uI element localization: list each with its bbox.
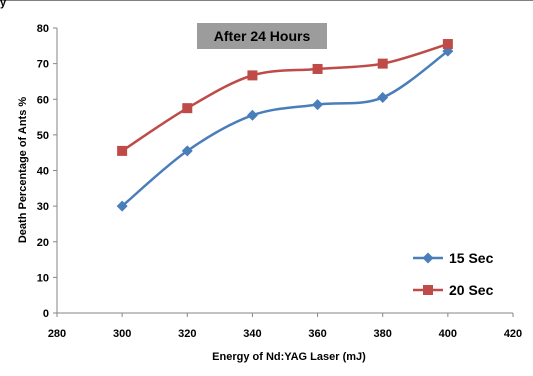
- y-tick-label: 80: [37, 23, 49, 35]
- x-tick-label: 320: [178, 328, 196, 340]
- chart-title: After 24 Hours: [214, 28, 311, 44]
- y-tick-label: 0: [43, 308, 49, 320]
- x-tick-label: 340: [243, 328, 261, 340]
- series-line-20-sec: [121, 42, 449, 152]
- y-axis-title: Death Percentage of Ants %: [17, 97, 29, 244]
- x-tick-label: 400: [439, 328, 457, 340]
- series-20-sec: [117, 39, 453, 156]
- y-tick-label: 30: [37, 201, 49, 213]
- data-point-20-sec: [442, 39, 453, 50]
- axes: 0 10 20 30 40 50 60 70 80 280 300 320 340 360 380 400 4…: [37, 23, 522, 340]
- y-tick-label: 20: [37, 237, 49, 249]
- x-tick-label: 300: [113, 328, 131, 340]
- legend-marker-20-sec: [423, 285, 433, 295]
- data-point-15-sec: [246, 109, 258, 121]
- data-point-20-sec: [117, 145, 128, 156]
- data-point-15-sec: [312, 99, 324, 111]
- x-ticks: 280 300 320 340 360 380 400 420: [48, 313, 522, 340]
- legend-marker-15-sec: [422, 252, 434, 264]
- legend-item-15-sec: 15 Sec: [413, 250, 494, 266]
- data-point-15-sec: [116, 200, 128, 212]
- chart-title-box: After 24 Hours: [197, 23, 327, 49]
- legend: 15 Sec 20 Sec: [413, 250, 494, 298]
- y-tick-label: 40: [37, 166, 49, 178]
- data-point-15-sec: [181, 145, 193, 157]
- x-tick-label: 380: [374, 328, 392, 340]
- data-point-20-sec: [377, 58, 388, 69]
- y-ticks: 0 10 20 30 40 50 60 70 80: [37, 23, 57, 320]
- data-point-20-sec: [182, 103, 193, 114]
- y-tick-label: 50: [37, 130, 49, 142]
- data-point-20-sec: [312, 63, 323, 74]
- series-layer: [116, 39, 454, 212]
- top-left-mark: y: [0, 0, 7, 9]
- y-tick-label: 70: [37, 59, 49, 71]
- data-point-15-sec: [377, 91, 389, 103]
- y-tick-label: 10: [37, 272, 49, 284]
- x-tick-label: 420: [504, 328, 522, 340]
- legend-label-20-sec: 20 Sec: [449, 282, 494, 298]
- y-tick-label: 60: [37, 94, 49, 106]
- series-line-15-sec: [121, 50, 449, 208]
- chart-title-background: [197, 23, 327, 49]
- x-tick-label: 280: [48, 328, 66, 340]
- legend-label-15-sec: 15 Sec: [449, 250, 494, 266]
- data-point-20-sec: [247, 70, 258, 81]
- x-tick-label: 360: [308, 328, 326, 340]
- legend-item-20-sec: 20 Sec: [413, 282, 494, 298]
- x-axis-title: Energy of Nd:YAG Laser (mJ): [212, 351, 366, 363]
